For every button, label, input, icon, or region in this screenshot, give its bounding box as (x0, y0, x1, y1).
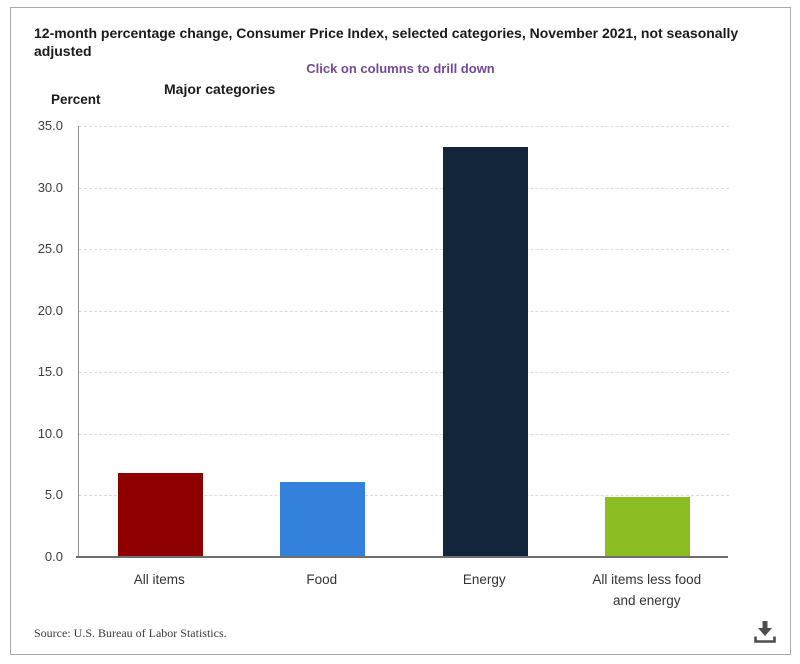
bar-all-items[interactable] (117, 473, 203, 557)
gridline (79, 126, 729, 127)
gridline (79, 310, 729, 312)
y-tick-label: 0.0 (44, 549, 63, 564)
gridline (79, 187, 729, 189)
y-tick-label: 10.0 (37, 425, 63, 441)
gridline (79, 249, 729, 251)
category-level-label: Major categories (164, 81, 276, 97)
bar-energy[interactable] (442, 146, 528, 557)
bar-food[interactable] (280, 481, 366, 557)
y-tick-label: 20.0 (37, 302, 63, 318)
source-note: Source: U.S. Bureau of Labor Statistics. (34, 626, 227, 640)
plot-area (78, 126, 729, 557)
x-axis-label-food: Food (306, 572, 338, 587)
y-tick-label: 35.0 (37, 118, 63, 133)
x-axis-line (76, 556, 728, 558)
gridline (79, 372, 729, 374)
x-axis-label-all-items-less-food-and-energy: All items less food and energy (592, 572, 702, 608)
download-button[interactable] (744, 610, 786, 652)
y-tick-label: 5.0 (44, 487, 63, 503)
gridline (79, 495, 729, 497)
chart-title: 12-month percentage change, Consumer Pri… (34, 25, 739, 59)
x-axis-label-all-items: All items (133, 572, 185, 587)
y-axis-title: Percent (51, 92, 101, 107)
download-icon (749, 615, 781, 647)
y-tick-label: 30.0 (37, 179, 63, 195)
y-tick-label: 25.0 (37, 241, 63, 257)
drill-down-hint: Click on columns to drill down (306, 61, 495, 76)
gridline (79, 433, 729, 435)
chart-widget-frame: 12-month percentage change, Consumer Pri… (10, 7, 791, 655)
x-axis-label-energy: Energy (462, 572, 506, 587)
y-tick-label: 15.0 (37, 364, 63, 380)
bar-all-items-less-food-and-energy[interactable] (605, 496, 691, 557)
